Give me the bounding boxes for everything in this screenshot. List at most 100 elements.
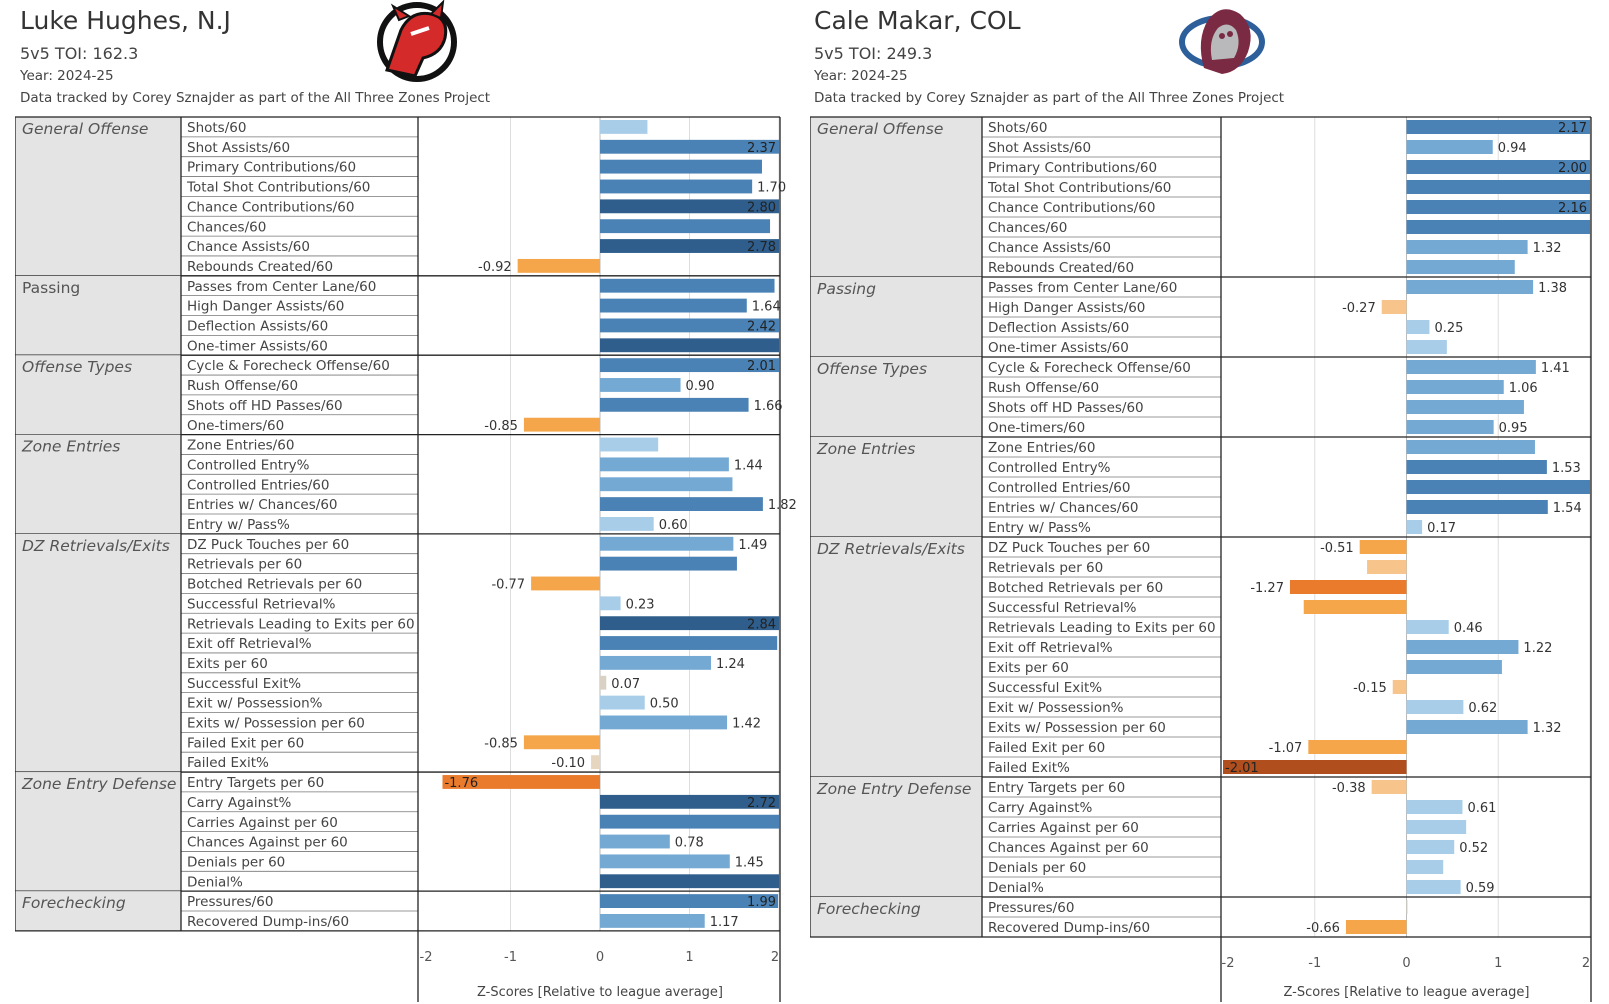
data-label: -0.85 bbox=[484, 419, 518, 434]
data-label: 1.32 bbox=[1533, 721, 1562, 736]
data-label: 0.78 bbox=[675, 836, 704, 851]
metric-label: Entry Targets per 60 bbox=[187, 775, 324, 791]
metric-label: Chance Assists/60 bbox=[988, 240, 1111, 256]
metric-label: Failed Exit per 60 bbox=[988, 740, 1105, 756]
bar bbox=[600, 159, 762, 174]
axis-tick-label: 1 bbox=[685, 950, 693, 965]
metric-label: Shots off HD Passes/60 bbox=[988, 400, 1144, 416]
axis-tick-label: 2 bbox=[1582, 956, 1590, 971]
data-label: 1.82 bbox=[768, 498, 797, 513]
category-cell bbox=[810, 117, 982, 277]
bar bbox=[600, 239, 779, 253]
metric-label: High Danger Assists/60 bbox=[187, 299, 344, 315]
data-label: 0.50 bbox=[650, 697, 679, 712]
category-label: Offense Types bbox=[22, 358, 132, 376]
bar bbox=[531, 576, 600, 591]
bar bbox=[600, 318, 779, 333]
bar bbox=[1406, 820, 1467, 834]
bar bbox=[600, 834, 670, 849]
data-label: 1.41 bbox=[1541, 361, 1570, 376]
metric-label: Exits per 60 bbox=[988, 660, 1069, 676]
axis-title: Z-Scores [Relative to league average] bbox=[477, 985, 723, 1000]
data-label: 1.54 bbox=[1553, 501, 1582, 516]
bar bbox=[1406, 280, 1534, 294]
metric-label: Carries Against per 60 bbox=[988, 820, 1139, 836]
data-label: 0.07 bbox=[611, 677, 640, 692]
metric-label: Entry w/ Pass% bbox=[988, 520, 1091, 536]
bar bbox=[600, 199, 779, 214]
data-label: 2.84 bbox=[747, 617, 776, 632]
data-label: 0.59 bbox=[1466, 881, 1495, 896]
data-label: 1.24 bbox=[716, 657, 745, 672]
bar bbox=[523, 417, 600, 432]
metric-label: Chance Assists/60 bbox=[187, 239, 310, 255]
category-label: Zone Entry Defense bbox=[816, 780, 971, 798]
data-label: 2.16 bbox=[1558, 201, 1587, 216]
metric-label: Entries w/ Chances/60 bbox=[187, 497, 338, 513]
bar bbox=[1406, 660, 1502, 674]
data-label: -0.38 bbox=[1332, 781, 1366, 796]
bar bbox=[1406, 480, 1590, 494]
category-cell bbox=[810, 437, 982, 537]
metric-label: Failed Exit% bbox=[988, 760, 1070, 776]
data-label: -0.66 bbox=[1306, 921, 1340, 936]
category-cell bbox=[15, 117, 181, 276]
bar bbox=[600, 437, 659, 452]
data-label: 2.78 bbox=[747, 240, 776, 255]
metric-label: Rush Offense/60 bbox=[187, 378, 298, 394]
metric-label: Successful Exit% bbox=[187, 676, 301, 692]
axis-tick-label: 0 bbox=[1402, 956, 1410, 971]
metric-label: Shots off HD Passes/60 bbox=[187, 398, 343, 414]
bar bbox=[1289, 580, 1407, 594]
metric-label: Successful Retrieval% bbox=[187, 596, 336, 612]
bar bbox=[600, 655, 711, 670]
category-cell bbox=[810, 777, 982, 897]
category-label: Offense Types bbox=[817, 360, 927, 378]
bar bbox=[600, 378, 681, 392]
metric-label: Pressures/60 bbox=[187, 894, 273, 910]
new-jersey-devils-logo bbox=[377, 0, 457, 82]
data-label: 2.17 bbox=[1558, 121, 1587, 136]
axis-tick-label: 2 bbox=[771, 950, 779, 965]
metric-label: Total Shot Contributions/60 bbox=[186, 180, 370, 196]
metric-label: Passes from Center Lane/60 bbox=[187, 279, 376, 295]
axis-tick-label: 1 bbox=[1494, 956, 1502, 971]
category-label: Forechecking bbox=[817, 900, 921, 918]
metric-label: Retrievals Leading to Exits per 60 bbox=[988, 620, 1216, 636]
data-label: -0.15 bbox=[1353, 681, 1387, 696]
metric-label: Carry Against% bbox=[187, 795, 292, 811]
data-label: -0.51 bbox=[1320, 541, 1354, 556]
bar bbox=[600, 457, 729, 472]
data-label: 1.49 bbox=[738, 538, 767, 553]
category-cell bbox=[810, 357, 982, 437]
data-label: 0.90 bbox=[686, 379, 715, 394]
category-label: General Offense bbox=[817, 120, 943, 138]
bar bbox=[1359, 540, 1407, 554]
metric-label: Pressures/60 bbox=[988, 900, 1074, 916]
bar bbox=[600, 556, 737, 571]
bar bbox=[1406, 380, 1504, 394]
data-label: -0.10 bbox=[551, 756, 585, 771]
metric-label: One-timers/60 bbox=[187, 418, 284, 434]
data-label: 0.52 bbox=[1459, 841, 1488, 856]
category-cell bbox=[15, 434, 181, 534]
category-cell bbox=[810, 537, 982, 777]
data-label: -0.77 bbox=[491, 578, 525, 593]
bar bbox=[600, 616, 779, 631]
bar bbox=[1406, 360, 1536, 374]
bar bbox=[1406, 260, 1515, 274]
bar bbox=[600, 814, 779, 829]
bar bbox=[600, 338, 779, 353]
bar bbox=[1406, 400, 1524, 414]
metric-label: Failed Exit per 60 bbox=[187, 735, 304, 751]
metric-label: Zone Entries/60 bbox=[988, 440, 1095, 456]
axis-tick-label: -2 bbox=[420, 950, 433, 965]
bar bbox=[600, 854, 730, 869]
year-text: Year: 2024-25 bbox=[814, 68, 908, 84]
data-label: -0.27 bbox=[1342, 301, 1376, 316]
bar bbox=[600, 794, 779, 809]
year-text: Year: 2024-25 bbox=[20, 68, 114, 84]
bar bbox=[1406, 320, 1430, 334]
toi-text: 5v5 TOI: 249.3 bbox=[814, 44, 933, 63]
category-cell bbox=[15, 533, 181, 773]
